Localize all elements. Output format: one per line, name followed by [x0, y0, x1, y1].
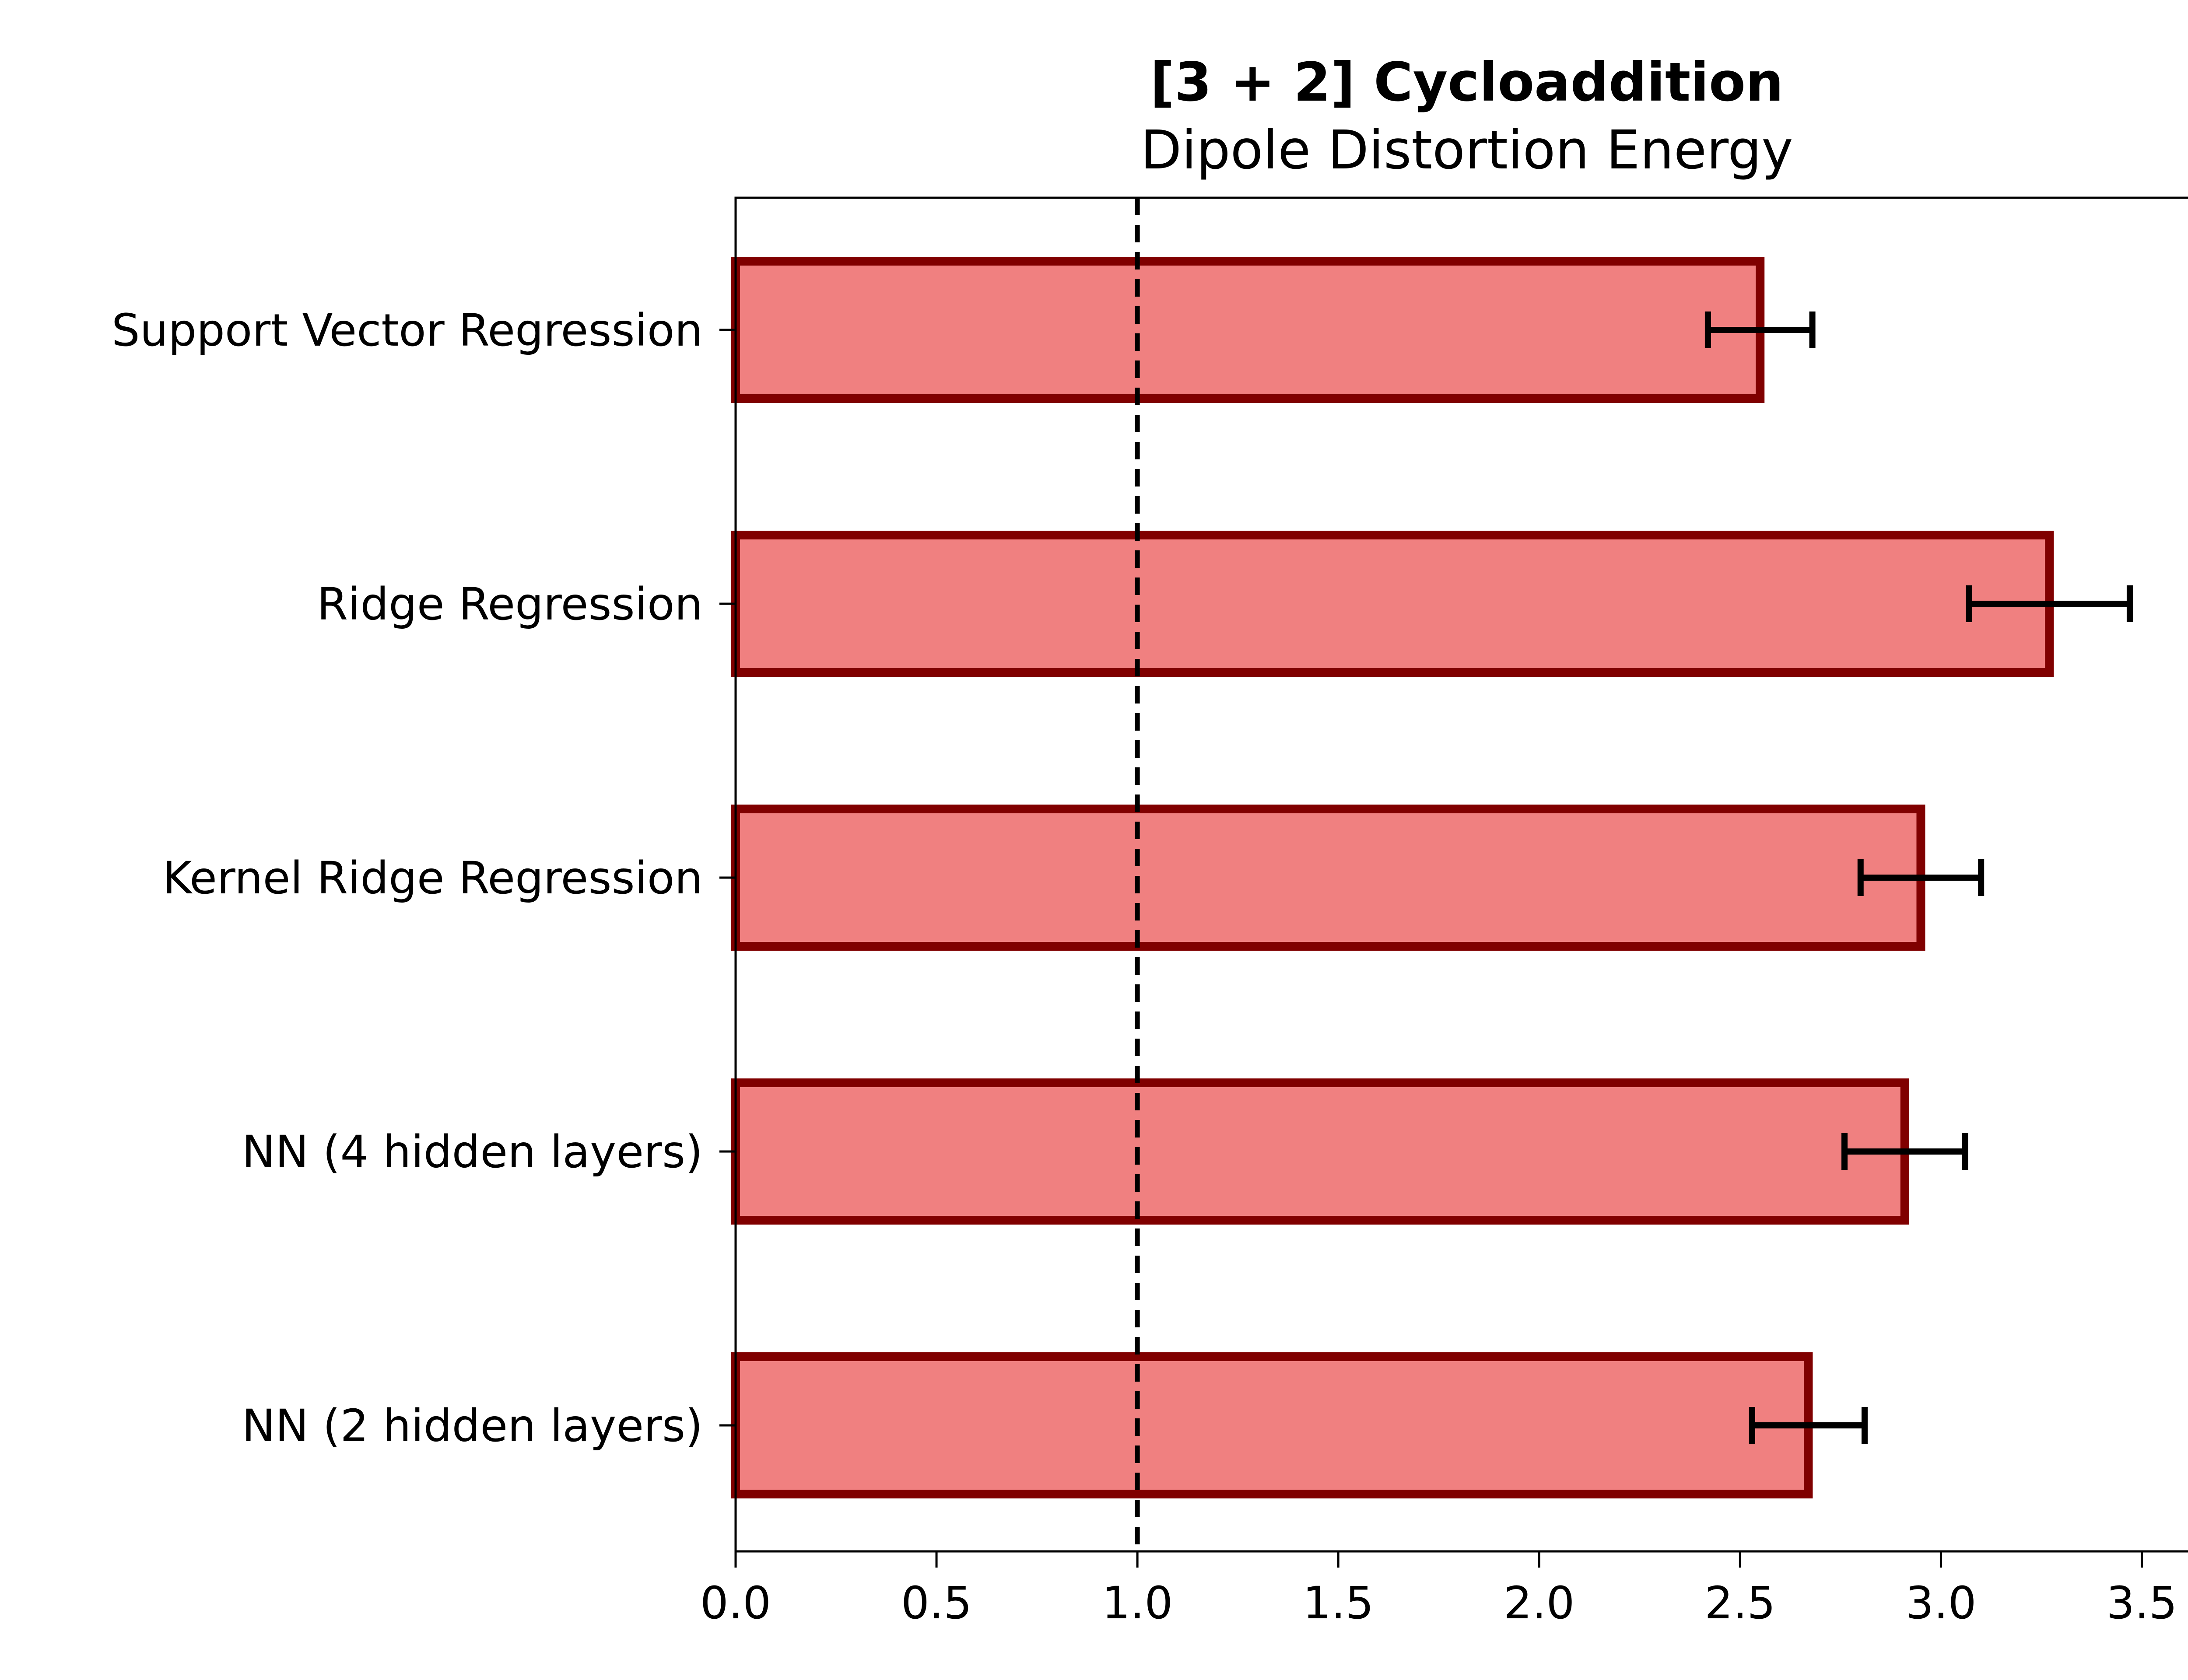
x-tick-label: 1.5	[1303, 1577, 1374, 1629]
y-tick-label: Support Vector Regression	[112, 304, 703, 357]
y-tick-label: NN (2 hidden layers)	[242, 1400, 703, 1452]
y-tick-label: NN (4 hidden layers)	[242, 1126, 703, 1178]
x-tick-label: 0.5	[901, 1577, 972, 1629]
x-tick-label: 2.5	[1704, 1577, 1775, 1629]
bar	[731, 531, 2054, 677]
x-tick-label: 3.0	[1905, 1577, 1976, 1629]
error-bar	[1704, 312, 1816, 348]
bar	[731, 1078, 1909, 1225]
error-bar	[1966, 585, 2133, 622]
chart-title: [3 + 2] Cycloaddition	[1150, 51, 1784, 113]
error-bar	[1857, 859, 1985, 896]
axes-frame	[734, 196, 2188, 1553]
bar	[731, 1352, 1813, 1498]
y-tick-label: Ridge Regression	[317, 578, 703, 630]
x-tick-label: 2.0	[1504, 1577, 1574, 1629]
error-bar	[1841, 1133, 1968, 1170]
bar	[731, 257, 1765, 403]
x-tick-label: 3.5	[2106, 1577, 2177, 1629]
x-tick-label: 0.0	[700, 1577, 771, 1629]
chart-subtitle: Dipole Distortion Energy	[1140, 119, 1793, 181]
y-tick-label: Kernel Ridge Regression	[162, 852, 703, 904]
plot-area: 0.0 0.5 1.0 1.5 2.0 2.5 3.0 3.5 Support Vector R…	[112, 196, 2188, 1629]
error-bar	[1749, 1407, 1868, 1444]
x-tick-label: 1.0	[1102, 1577, 1173, 1629]
bar	[731, 805, 1925, 951]
